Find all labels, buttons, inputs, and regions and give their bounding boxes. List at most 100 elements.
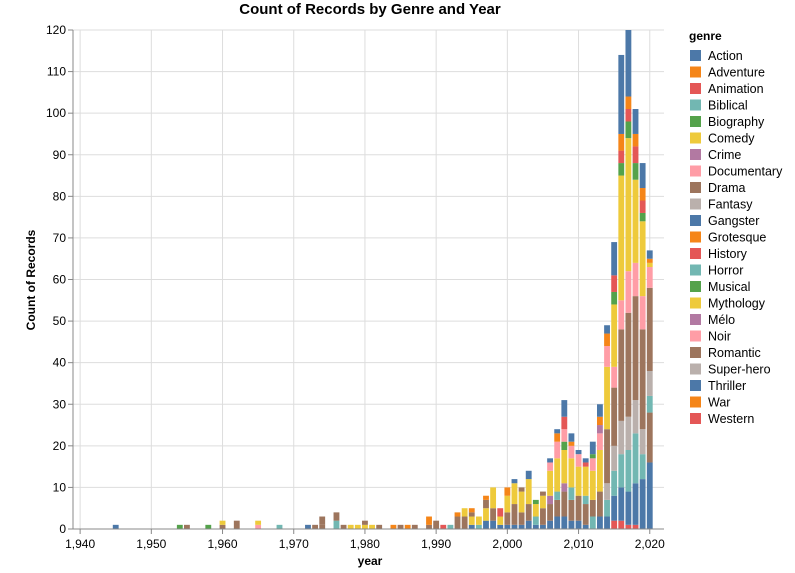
bar-segment bbox=[611, 291, 618, 305]
bar-segment bbox=[618, 300, 625, 330]
y-tick-label: 100 bbox=[46, 106, 66, 120]
bar-segment bbox=[362, 520, 368, 525]
bar-segment bbox=[561, 416, 568, 430]
legend-swatch bbox=[690, 116, 701, 127]
legend-swatch bbox=[690, 215, 701, 226]
y-tick-label: 0 bbox=[59, 522, 66, 536]
bar-segment bbox=[340, 524, 347, 529]
x-tick-label: 1,990 bbox=[421, 537, 451, 551]
bar-segment bbox=[604, 325, 610, 334]
x-tick-label: 1,950 bbox=[136, 537, 166, 551]
bar-segment bbox=[305, 524, 311, 529]
x-tick-label: 1,940 bbox=[65, 537, 95, 551]
bar-segment bbox=[483, 499, 489, 509]
bar-segment bbox=[411, 524, 418, 529]
legend-label: Fantasy bbox=[708, 198, 753, 212]
bar-segment bbox=[547, 520, 553, 529]
bar-segment bbox=[532, 524, 539, 529]
bar-segment bbox=[618, 175, 625, 301]
legend-label: Noir bbox=[708, 330, 731, 344]
bar-segment bbox=[490, 520, 497, 529]
bar-segment bbox=[561, 516, 568, 529]
x-axis-title: year bbox=[358, 554, 383, 568]
bar-segment bbox=[575, 449, 582, 455]
bar-segment bbox=[547, 470, 553, 496]
bar-segment bbox=[461, 508, 468, 517]
bar-segment bbox=[518, 512, 525, 525]
bar-segment bbox=[554, 516, 561, 529]
bar-segment bbox=[497, 524, 504, 529]
bar-segment bbox=[618, 163, 625, 176]
legend-label: Grotesque bbox=[708, 231, 766, 245]
bar-segment bbox=[333, 512, 340, 521]
legend-swatch bbox=[690, 314, 701, 325]
bar-segment bbox=[611, 304, 618, 367]
bar-segment bbox=[475, 524, 482, 529]
axes: 0 10 20 30 40 50 60 70 80 90 100 110 120 1,940 1,950 1,… bbox=[46, 23, 665, 551]
bar-segment bbox=[568, 441, 575, 446]
bar-segment bbox=[319, 516, 326, 525]
bar-segment bbox=[475, 516, 482, 525]
bar-segment bbox=[611, 366, 618, 388]
bar-segment bbox=[255, 524, 262, 529]
bar-segment bbox=[575, 520, 582, 529]
bar-segment bbox=[511, 524, 518, 529]
bar-segment bbox=[518, 491, 525, 513]
bar-segment bbox=[454, 512, 461, 517]
bar-segment bbox=[625, 491, 632, 525]
legend-label: Comedy bbox=[708, 132, 755, 146]
bar-segment bbox=[511, 504, 518, 525]
legend-swatch bbox=[690, 198, 701, 210]
x-tick-label: 2,010 bbox=[564, 537, 594, 551]
legend-label: Adventure bbox=[708, 66, 765, 80]
bar-segment bbox=[625, 524, 632, 529]
legend-label: Musical bbox=[708, 280, 750, 294]
legend-swatch bbox=[690, 149, 701, 160]
gridlines bbox=[73, 29, 664, 530]
bar-segment bbox=[333, 520, 340, 529]
legend-swatch bbox=[690, 248, 701, 259]
bar-segment bbox=[547, 458, 553, 463]
bar-segment bbox=[639, 296, 646, 330]
legend-label: Horror bbox=[708, 264, 743, 278]
bar-segment bbox=[604, 366, 610, 430]
bar-segment bbox=[184, 524, 190, 529]
bar-segment bbox=[589, 499, 596, 517]
bar-segment bbox=[554, 429, 561, 434]
bar-segment bbox=[454, 516, 461, 529]
legend-swatch bbox=[690, 99, 701, 111]
bar-segment bbox=[511, 483, 518, 505]
legend-swatch bbox=[690, 83, 701, 94]
legend-swatch bbox=[690, 363, 701, 375]
bar-segment bbox=[632, 133, 639, 147]
bar-segment bbox=[632, 400, 639, 434]
bar-segment bbox=[511, 479, 518, 484]
bar-segment bbox=[604, 429, 610, 484]
bar-segment bbox=[540, 508, 546, 525]
bar-segment bbox=[255, 520, 262, 525]
bar-segment bbox=[554, 499, 561, 517]
bar-segment bbox=[646, 250, 653, 259]
y-tick-label: 20 bbox=[53, 439, 67, 453]
legend-title: genre bbox=[689, 29, 722, 43]
bar-segment bbox=[176, 524, 183, 529]
legend-swatch bbox=[690, 182, 701, 193]
bar-segment bbox=[219, 524, 226, 529]
bar-segment bbox=[525, 479, 532, 505]
bar-segment bbox=[561, 491, 568, 517]
bar-segment bbox=[589, 470, 596, 500]
bar-segment bbox=[597, 416, 603, 426]
bar-segment bbox=[618, 133, 625, 151]
bar-segment bbox=[490, 487, 497, 509]
bar-segment bbox=[639, 454, 646, 480]
bar-segment bbox=[604, 483, 610, 500]
y-tick-label: 90 bbox=[53, 148, 67, 162]
bar-segment bbox=[632, 163, 639, 180]
bar-segment bbox=[639, 212, 646, 222]
x-tick-label: 2,000 bbox=[492, 537, 522, 551]
bar-segment bbox=[312, 524, 319, 529]
bar-segment bbox=[625, 30, 632, 97]
bar-segment bbox=[625, 312, 632, 417]
legend: genre Action Adventure Animation Biblical Bi… bbox=[689, 29, 783, 426]
